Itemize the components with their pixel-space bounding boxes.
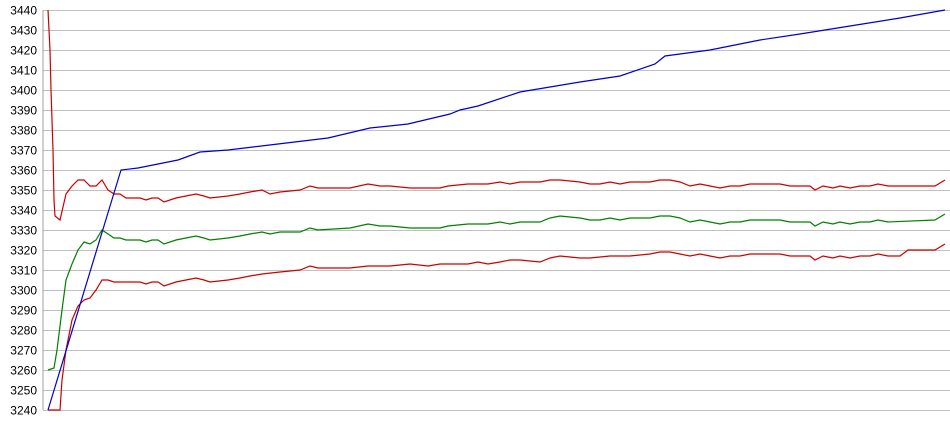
y-tick-label: 3270: [10, 344, 37, 358]
y-tick-label: 3290: [10, 304, 37, 318]
y-tick-label: 3380: [10, 124, 37, 138]
y-tick-label: 3410: [10, 64, 37, 78]
y-tick-label: 3370: [10, 144, 37, 158]
y-tick-label: 3360: [10, 164, 37, 178]
y-tick-label: 3400: [10, 84, 37, 98]
y-tick-label: 3330: [10, 224, 37, 238]
series-group: [47, 9, 946, 411]
grid-lines: [43, 10, 950, 411]
series-line-middle: [47, 213, 946, 371]
y-tick-label: 3390: [10, 104, 37, 118]
series-line-lower: [48, 243, 946, 411]
y-tick-label: 3240: [10, 404, 37, 418]
y-tick-label: 3280: [10, 324, 37, 338]
y-tick-label: 3300: [10, 284, 37, 298]
y-tick-label: 3420: [10, 44, 37, 58]
y-tick-label: 3350: [10, 184, 37, 198]
series-line-upper: [47, 9, 946, 222]
y-tick-label: 3260: [10, 364, 37, 378]
y-tick-label: 3440: [10, 4, 37, 18]
series-line-trend: [47, 9, 946, 411]
y-tick-label: 3250: [10, 384, 37, 398]
y-axis-ticks: 3240 3250 3260 3270 3280 3290 3300 3310 3320 3330…: [10, 4, 37, 418]
y-tick-label: 3310: [10, 264, 37, 278]
y-tick-label: 3430: [10, 24, 37, 38]
y-tick-label: 3320: [10, 244, 37, 258]
y-tick-label: 3340: [10, 204, 37, 218]
